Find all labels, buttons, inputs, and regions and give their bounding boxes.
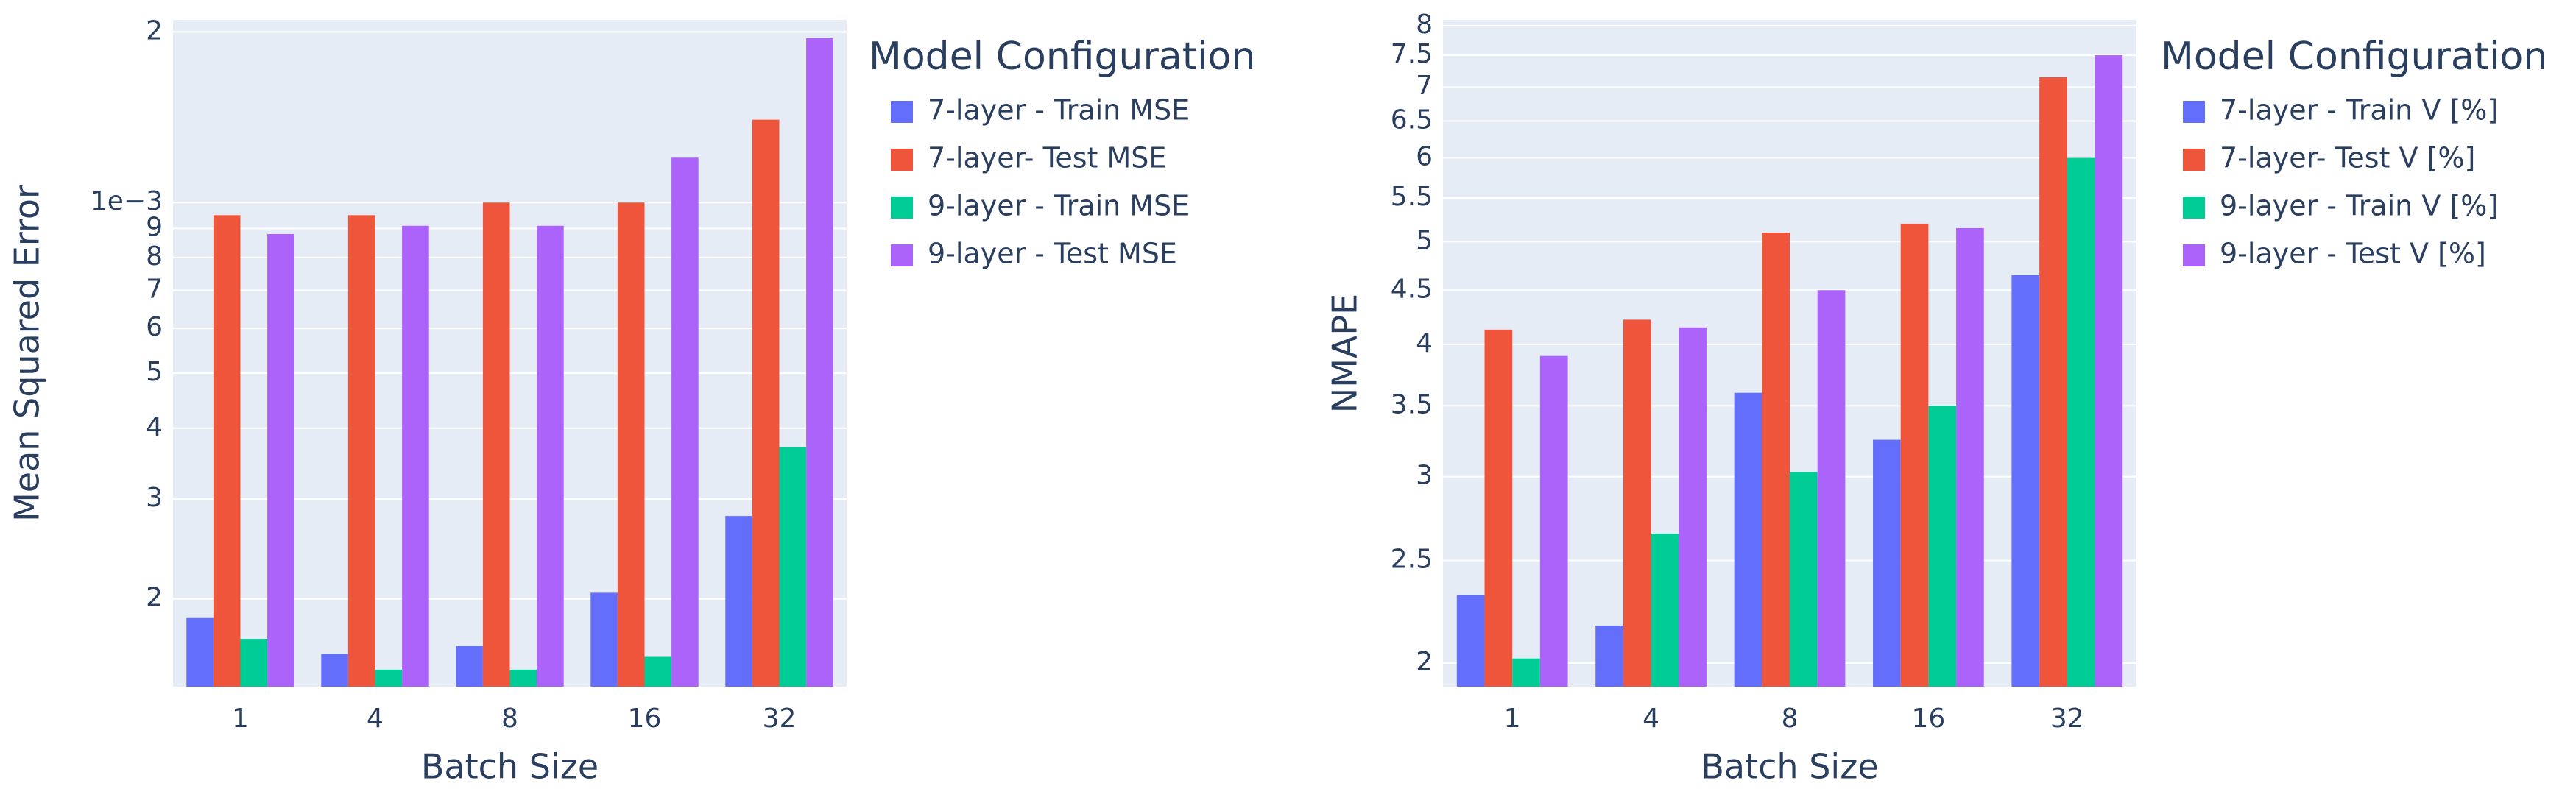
- bar: [1456, 595, 1485, 687]
- y-tick-label: 7.5: [1391, 39, 1433, 69]
- legend-title: Model Configuration: [869, 35, 1255, 79]
- bar: [2067, 157, 2095, 687]
- y-tick-label: 4: [146, 412, 163, 442]
- legend-swatch: [2183, 244, 2205, 266]
- legend-entry: 9-layer - Train V [%]: [2220, 190, 2498, 222]
- legend-swatch: [2183, 197, 2205, 219]
- y-tick-label: 8: [1416, 10, 1433, 40]
- bar: [1956, 227, 1984, 687]
- x-tick-label: 16: [1911, 704, 1945, 734]
- bar: [537, 225, 564, 687]
- y-tick-label: 5.5: [1391, 182, 1433, 212]
- bar: [725, 516, 752, 687]
- bar: [671, 157, 699, 687]
- y-tick-label: 8: [146, 241, 163, 272]
- y-axis-title: Mean Squared Error: [7, 185, 47, 522]
- x-tick-label: 1: [232, 704, 249, 734]
- bar: [321, 654, 348, 687]
- bar: [1817, 290, 1846, 687]
- x-tick-label: 4: [1642, 704, 1659, 734]
- legend-swatch: [891, 101, 913, 123]
- legend-swatch: [2183, 101, 2205, 123]
- bar: [509, 669, 537, 687]
- bar: [1734, 392, 1762, 687]
- bar: [213, 215, 241, 687]
- bar: [1484, 329, 1513, 687]
- y-tick-label: 2: [146, 15, 163, 46]
- legend-entry: 9-layer - Test V [%]: [2220, 238, 2486, 270]
- bar: [1512, 658, 1540, 687]
- y-tick-label: 3: [1416, 461, 1433, 491]
- bar: [752, 119, 780, 687]
- x-axis-title: Batch Size: [1701, 747, 1878, 787]
- bar: [1928, 406, 1957, 687]
- legend-entry: 7-layer - Train V [%]: [2220, 94, 2498, 127]
- y-tick-label: 3: [146, 483, 163, 513]
- x-tick-label: 32: [2050, 704, 2084, 734]
- y-tick-label: 2.5: [1391, 545, 1433, 575]
- y-tick-label: 6.5: [1391, 105, 1433, 135]
- legend-entry: 7-layer- Test V [%]: [2220, 142, 2475, 174]
- x-tick-label: 8: [501, 704, 518, 734]
- y-tick-label: 4.5: [1391, 274, 1433, 304]
- bar: [617, 202, 645, 687]
- bar: [1679, 327, 1707, 687]
- bar: [590, 592, 618, 687]
- y-tick-label: 6: [146, 312, 163, 342]
- y-tick-label: 6: [1416, 142, 1433, 172]
- legend-entry: 9-layer - Train MSE: [928, 190, 1189, 222]
- bar: [267, 233, 294, 687]
- y-tick-label: 3.5: [1391, 389, 1433, 420]
- bar: [1873, 439, 1901, 687]
- legend-swatch: [891, 244, 913, 266]
- y-tick-label: 1e−3: [91, 186, 163, 216]
- x-tick-label: 32: [763, 704, 797, 734]
- bar: [779, 447, 807, 687]
- legend-swatch: [2183, 149, 2205, 171]
- y-tick-label: 7: [146, 275, 163, 305]
- y-tick-label: 5: [146, 357, 163, 387]
- y-tick-label: 9: [146, 212, 163, 242]
- bar: [347, 215, 375, 687]
- bar: [240, 639, 268, 687]
- x-tick-label: 16: [628, 704, 662, 734]
- bar: [806, 38, 833, 687]
- bar: [186, 617, 214, 687]
- bar: [1623, 319, 1651, 687]
- bar: [1762, 233, 1790, 687]
- legend-entry: 9-layer - Test MSE: [928, 238, 1177, 270]
- bar: [2011, 275, 2040, 687]
- bar: [1790, 472, 1818, 687]
- y-tick-label: 7: [1416, 71, 1433, 101]
- y-tick-label: 2: [146, 583, 163, 613]
- bar: [2039, 77, 2067, 687]
- bar: [482, 202, 510, 687]
- bar: [644, 656, 672, 687]
- bar: [1651, 534, 1679, 687]
- x-axis-title: Batch Size: [421, 747, 599, 787]
- bar: [1539, 355, 1568, 687]
- legend-entry: 7-layer - Train MSE: [928, 94, 1189, 127]
- y-tick-label: 2: [1416, 647, 1433, 677]
- y-tick-label: 5: [1416, 225, 1433, 255]
- y-axis-title: NMAPE: [1325, 294, 1365, 413]
- legend-swatch: [891, 197, 913, 219]
- bar: [1900, 223, 1929, 687]
- bar: [1595, 625, 1623, 687]
- bar: [402, 225, 429, 687]
- bar: [375, 669, 403, 687]
- legend-title: Model Configuration: [2161, 35, 2547, 79]
- x-tick-label: 4: [367, 704, 384, 734]
- bar: [456, 646, 483, 687]
- x-tick-label: 1: [1504, 704, 1521, 734]
- bar: [2095, 55, 2123, 687]
- y-tick-label: 4: [1416, 328, 1433, 358]
- legend-entry: 7-layer- Test MSE: [928, 142, 1166, 174]
- legend-swatch: [891, 149, 913, 171]
- x-tick-label: 8: [1782, 704, 1799, 734]
